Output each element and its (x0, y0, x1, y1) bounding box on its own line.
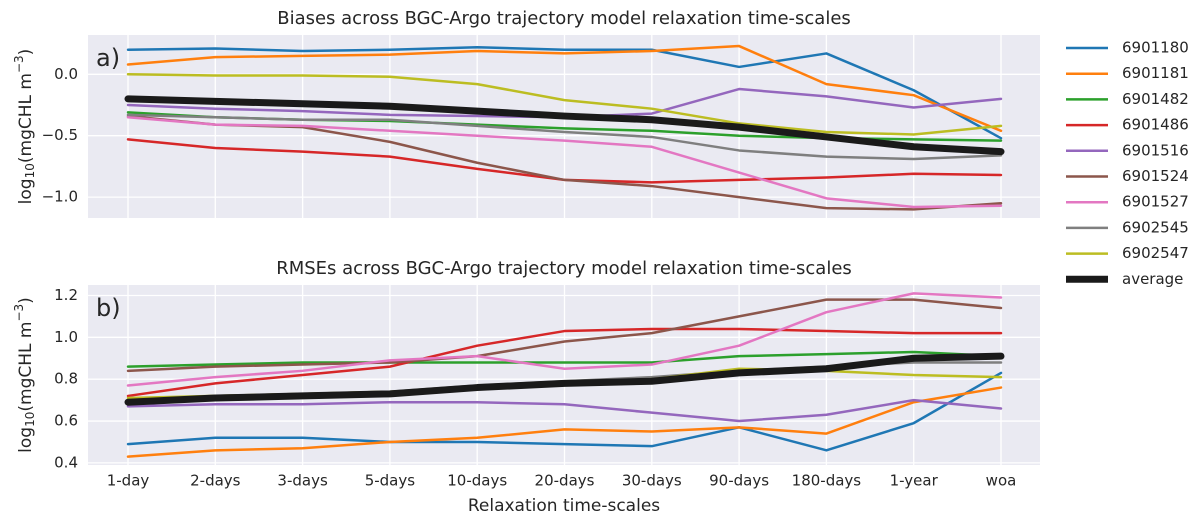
chart-title: Biases across BGC-Argo trajectory model … (277, 8, 851, 29)
legend-label: 6901180 (1122, 39, 1189, 57)
y-label-part: log (16, 178, 36, 204)
y-label-part: −3 (12, 55, 26, 73)
x-tick-label: 3-days (277, 472, 328, 490)
x-axis-label: Relaxation time-scales (468, 496, 660, 515)
series-line (126, 371, 1003, 452)
x-tick-label: 90-days (709, 472, 769, 490)
legend-label: 6901527 (1122, 193, 1189, 211)
series-line (126, 292, 1003, 387)
x-tick-label: 2-days (190, 472, 241, 490)
y-tick-label: 0.4 (54, 453, 78, 471)
series-line (124, 352, 1005, 406)
series-line (126, 73, 1003, 136)
y-label-part: 10 (23, 163, 37, 178)
series-line (126, 398, 1003, 423)
legend-label: 6901181 (1122, 64, 1189, 82)
series-line (126, 44, 1003, 133)
legend-label: 6902545 (1122, 218, 1189, 236)
chart-title: RMSEs across BGC-Argo trajectory model r… (276, 258, 852, 279)
legend-label: 6901482 (1122, 90, 1189, 108)
y-label-part: ) (16, 49, 36, 56)
series-line (126, 46, 1003, 140)
y-tick-label: 1.2 (54, 286, 78, 304)
x-tick-label: 5-days (365, 472, 416, 490)
y-axis-label: log10(mgCHL m−3) (12, 49, 37, 205)
x-tick-label: 30-days (622, 472, 682, 490)
series-line (126, 116, 1003, 209)
series-line (124, 95, 1005, 156)
x-tick-label: woa (986, 472, 1017, 490)
legend-label: average (1122, 270, 1183, 288)
series-line (126, 386, 1003, 458)
y-tick-label: 0.8 (54, 370, 78, 388)
y-label-part: 10 (23, 412, 37, 427)
legend-label: 6901486 (1122, 116, 1189, 134)
series-line (126, 113, 1003, 161)
x-tick-label: 10-days (447, 472, 507, 490)
y-label-part: (mgCHL m (16, 322, 36, 412)
y-label-part: −3 (12, 304, 26, 322)
y-tick-label: −1.0 (42, 188, 78, 206)
series-line (126, 350, 1003, 368)
series-line (126, 327, 1003, 398)
x-tick-label: 20-days (535, 472, 595, 490)
y-label-part: log (16, 427, 36, 453)
legend-label: 6901516 (1122, 141, 1189, 159)
legend-label: 6902547 (1122, 244, 1189, 262)
y-axis-label: log10(mgCHL m−3) (12, 297, 37, 453)
y-tick-label: −0.5 (42, 126, 78, 144)
y-tick-label: 1.0 (54, 328, 78, 346)
x-tick-label: 180-days (792, 472, 862, 490)
y-label-part: ) (16, 297, 36, 304)
panel-label: a) (96, 44, 120, 72)
x-tick-label: 1-day (107, 472, 150, 490)
x-tick-label: 1-year (890, 472, 939, 490)
y-tick-label: 0.6 (54, 412, 78, 430)
panel-label: b) (96, 294, 121, 322)
legend-label: 6901524 (1122, 167, 1189, 185)
y-label-part: (mgCHL m (16, 73, 36, 163)
series-line (126, 298, 1003, 373)
y-tick-label: 0.0 (54, 65, 78, 83)
